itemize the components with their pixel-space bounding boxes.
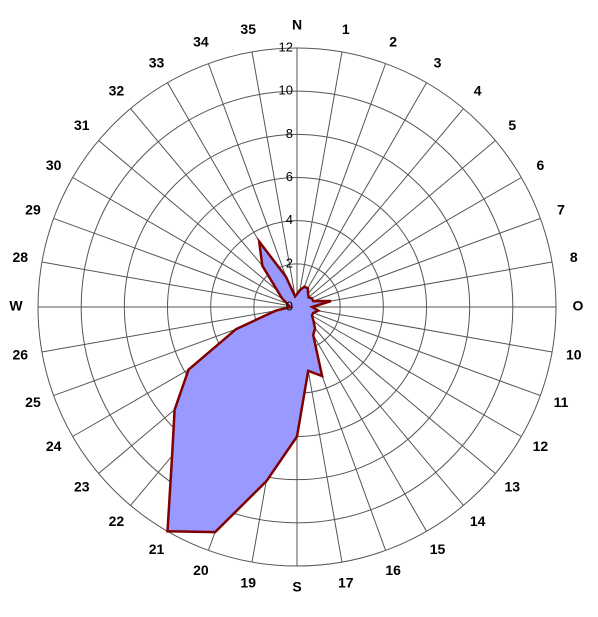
category-label: W [9,298,23,314]
category-label: 5 [508,117,516,133]
spoke [41,261,298,308]
spoke [296,306,427,532]
category-label: 3 [434,54,442,70]
spoke [296,177,522,308]
spoke [296,217,541,308]
category-label: 4 [474,82,482,98]
category-label: 1 [342,21,350,37]
r-tick-label: 4 [286,212,293,227]
category-label: 35 [240,21,256,37]
category-label: 22 [109,513,125,529]
category-label: 31 [74,117,90,133]
spoke [72,177,298,308]
spoke [296,140,496,308]
category-label: 17 [338,574,354,590]
spoke [296,306,464,506]
spoke [296,306,541,397]
r-tick-label: 10 [279,83,293,98]
category-label: 16 [385,562,401,578]
category-label: 8 [570,249,578,265]
category-label: 33 [149,54,165,70]
category-label: 7 [557,202,565,218]
category-label: 30 [46,157,62,173]
category-label: 11 [554,394,569,410]
spoke [296,51,343,308]
category-label: 32 [109,82,125,98]
data-area [166,237,332,534]
category-label: O [573,298,584,314]
spoke [296,306,496,474]
category-label: 24 [46,438,62,454]
spoke [41,306,298,353]
r-tick-label: 0 [286,298,293,313]
spoke [296,306,522,437]
category-label: 34 [193,34,209,50]
category-label: 14 [470,513,486,529]
category-label: 28 [12,249,28,265]
category-label: 25 [25,394,41,410]
spoke [251,51,298,308]
spoke [296,108,464,308]
spoke [53,217,298,308]
category-label: 12 [533,438,549,454]
category-label: S [292,579,301,595]
spoke [296,261,553,308]
category-label: 13 [504,478,520,494]
spoke [207,63,298,308]
category-label: 23 [74,478,90,494]
category-label: 10 [566,346,582,362]
category-label: 20 [193,562,209,578]
spoke [296,63,387,308]
spoke [296,82,427,308]
r-tick-label: 6 [286,169,293,184]
category-label: 19 [240,574,256,590]
r-tick-label: 8 [286,126,293,141]
category-label: 6 [536,157,544,173]
category-label: 15 [430,541,446,557]
category-label: 26 [12,346,28,362]
r-tick-label: 2 [286,255,293,270]
category-label: 2 [389,34,397,50]
category-label: 29 [25,202,41,218]
spoke [98,140,298,308]
category-label: 21 [149,541,165,557]
category-label: N [292,17,302,33]
r-tick-label: 12 [279,39,293,54]
spoke [296,306,553,353]
